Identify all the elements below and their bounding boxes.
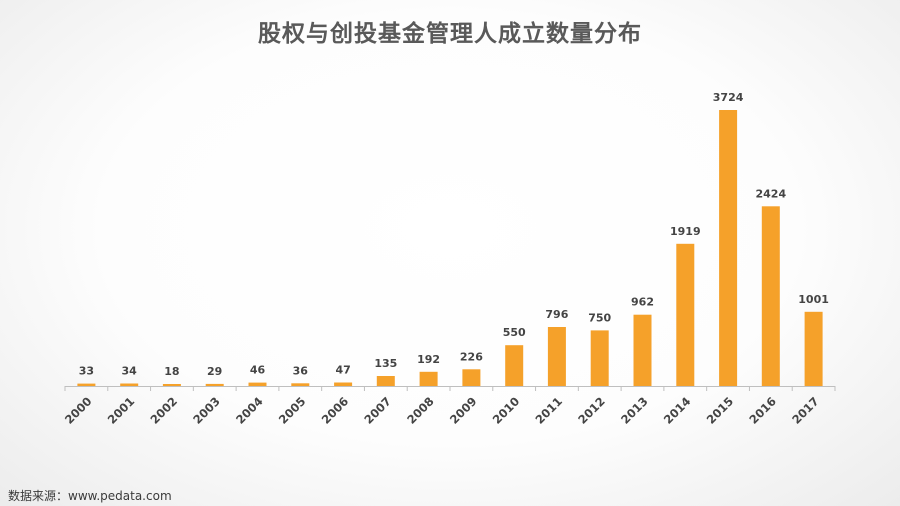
- bar-2013: [633, 314, 652, 386]
- value-label-2004: 46: [250, 364, 266, 377]
- x-tick-label-2010: 2010: [490, 394, 523, 427]
- bar-2000: [77, 383, 96, 386]
- value-labels-group: 33 34 18 29 46 36 47 135 192 226 550 796 750 962 1919 3…: [79, 91, 829, 378]
- chart-title: 股权与创投基金管理人成立数量分布: [258, 21, 642, 47]
- bar-2010: [505, 345, 524, 386]
- value-label-2003: 29: [207, 365, 222, 378]
- value-label-2016: 2424: [755, 187, 786, 200]
- x-axis-tick-labels: 2000 2001 2002 2003 2004 2005 2006 2007 2008 2009…: [62, 394, 822, 427]
- x-tick-label-2014: 2014: [661, 394, 694, 427]
- x-tick-label-2012: 2012: [575, 394, 608, 427]
- x-tick-label-2007: 2007: [361, 394, 394, 427]
- value-label-2000: 33: [79, 365, 94, 378]
- value-label-2010: 550: [503, 326, 526, 339]
- value-label-2005: 36: [293, 364, 309, 377]
- x-tick-label-2003: 2003: [190, 394, 223, 427]
- bar-2001: [120, 383, 139, 386]
- value-label-2001: 34: [122, 365, 138, 378]
- bar-2006: [334, 382, 353, 386]
- value-label-2012: 750: [588, 311, 611, 324]
- bar-2009: [462, 369, 481, 386]
- bar-2003: [205, 383, 224, 386]
- x-tick-label-2001: 2001: [105, 394, 138, 427]
- bar-2004: [248, 382, 267, 386]
- bar-2017: [804, 311, 823, 386]
- bar-2007: [376, 376, 395, 386]
- x-tick-label-2006: 2006: [319, 394, 352, 427]
- bar-2005: [291, 383, 310, 386]
- x-tick-label-2009: 2009: [447, 394, 480, 427]
- bar-2012: [590, 330, 609, 386]
- value-label-2014: 1919: [670, 225, 701, 238]
- x-tick-label-2015: 2015: [704, 394, 737, 427]
- x-tick-label-2017: 2017: [789, 394, 822, 427]
- x-tick-label-2013: 2013: [618, 394, 651, 427]
- x-tick-label-2004: 2004: [233, 394, 266, 427]
- bar-2014: [676, 243, 695, 386]
- value-label-2006: 47: [335, 364, 350, 377]
- x-axis-ticks: [64, 386, 836, 391]
- value-label-2015: 3724: [713, 91, 744, 104]
- x-tick-label-2011: 2011: [532, 394, 565, 427]
- bar-2011: [547, 327, 566, 386]
- bars-group: [77, 110, 823, 386]
- value-label-2007: 135: [374, 357, 397, 370]
- bar-2008: [419, 371, 438, 386]
- x-tick-label-2002: 2002: [147, 394, 180, 427]
- bar-2016: [761, 206, 780, 386]
- value-label-2011: 796: [545, 308, 568, 321]
- value-label-2017: 1001: [798, 293, 829, 306]
- x-tick-label-2008: 2008: [404, 394, 437, 427]
- value-label-2002: 18: [164, 365, 179, 378]
- source-note: 数据来源：www.pedata.com: [8, 489, 172, 503]
- value-label-2008: 192: [417, 353, 440, 366]
- x-tick-label-2000: 2000: [62, 394, 95, 427]
- value-label-2013: 962: [631, 296, 654, 309]
- value-label-2009: 226: [460, 350, 483, 363]
- x-tick-label-2016: 2016: [746, 394, 779, 427]
- bar-2002: [162, 384, 181, 386]
- x-tick-label-2005: 2005: [276, 394, 309, 427]
- bar-2015: [719, 110, 738, 386]
